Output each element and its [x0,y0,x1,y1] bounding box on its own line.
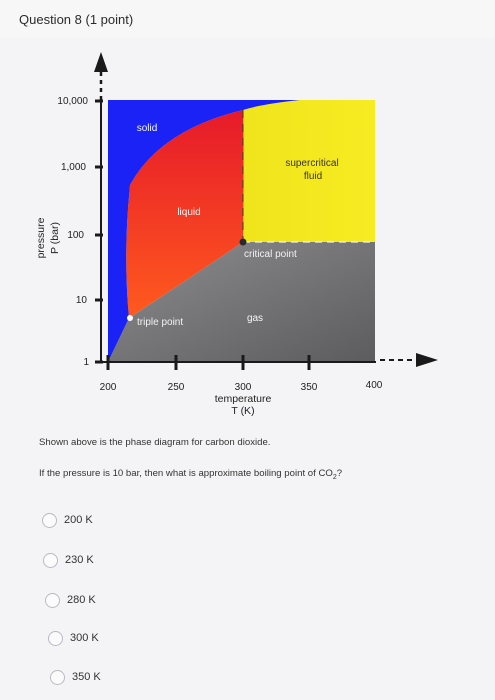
radio-button[interactable] [43,552,58,568]
y-tick-label: 1,000 [61,162,86,173]
gas-region [108,242,375,362]
option-label: 350 K [72,671,101,683]
option-label: 200 K [64,514,93,526]
option-label: 230 K [65,554,94,566]
y-tick-label: 10,000 [57,96,88,107]
supercritical-label-line1: supercritical [285,158,338,169]
triple-point-marker [127,315,133,321]
prompt-line-1: Shown above is the phase diagram for car… [39,437,270,448]
option-200k[interactable]: 200 K [42,510,93,530]
y-tick-label: 10 [76,295,88,306]
y-axis-title-line2: P (bar) [49,222,61,254]
x-tick-label: 200 [100,382,117,393]
question-points: (1 point) [85,12,134,27]
option-label: 300 K [70,632,99,644]
radio-button[interactable] [45,592,60,608]
option-300k[interactable]: 300 K [48,628,99,648]
option-350k[interactable]: 350 K [50,667,101,687]
x-tick-label: 350 [301,382,318,393]
question-number: Question 8 [19,12,82,27]
x-axis-arrowhead [416,353,438,367]
prompt-line-2: If the pressure is 10 bar, then what is … [39,468,342,481]
liquid-region [126,110,244,318]
y-tick-label: 1 [83,357,89,368]
x-tick-label: 250 [168,382,185,393]
question-title: Question 8 (1 point) [19,12,133,27]
radio-button[interactable] [50,669,65,685]
option-230k[interactable]: 230 K [43,550,94,570]
gas-label: gas [247,313,263,324]
y-axis-title-line1: pressure [35,217,47,258]
critical-point-label: critical point [244,249,297,260]
triple-point-label: triple point [137,317,183,328]
solid-region [108,100,300,362]
question-header: Question 8 (1 point) [0,0,495,38]
x-axis-title-line1: temperature [215,393,272,405]
prompt-text-2: If the pressure is 10 bar, then what is … [39,468,333,479]
critical-point-marker [239,238,247,246]
option-280k[interactable]: 280 K [45,590,96,610]
supercritical-label-line2: fluid [304,171,322,182]
option-label: 280 K [67,594,96,606]
prompt-subscript: 2 [332,473,337,481]
supercritical-region [243,100,375,242]
radio-button[interactable] [42,512,57,528]
y-tick-label: 100 [67,230,84,241]
x-ticks [106,355,311,370]
phase-diagram: 10,000 1,000 100 10 1 200 250 300 350 40… [35,52,438,417]
y-axis-arrowhead [94,52,108,72]
x-axis-title-line2: T (K) [231,405,254,417]
radio-button[interactable] [48,630,63,646]
x-tick-label: 300 [235,382,252,393]
x-tick-label: 400 [366,380,383,391]
prompt-text-2-end: ? [336,468,343,479]
prompt-text-1: Shown above is the phase diagram for car… [39,437,271,448]
solid-label: solid [137,123,158,134]
y-ticks [95,99,103,364]
liquid-label: liquid [177,207,200,218]
